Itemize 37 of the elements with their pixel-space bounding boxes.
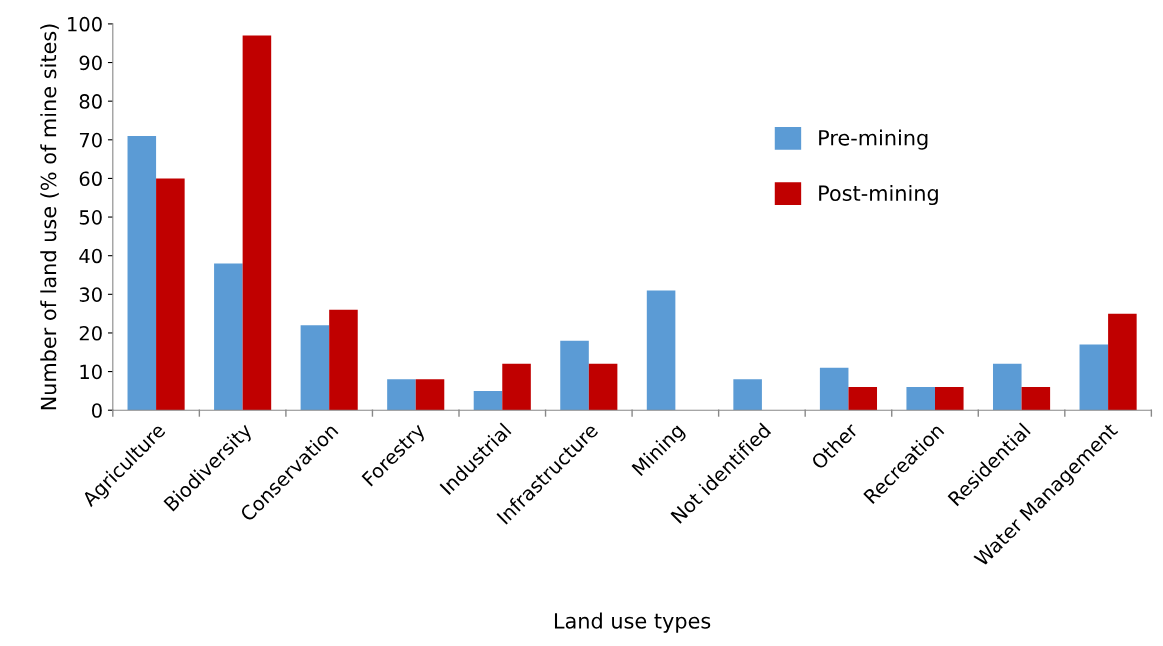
bar <box>502 363 531 411</box>
bar <box>242 35 272 411</box>
y-tick-label: 30 <box>79 287 102 302</box>
bar <box>819 367 849 411</box>
y-tick-label: 50 <box>79 210 102 225</box>
bar <box>1021 387 1051 411</box>
y-tick-label: 90 <box>79 55 102 71</box>
y-tick-label: 20 <box>79 325 102 341</box>
bar <box>906 387 935 411</box>
y-tick-label: 40 <box>79 248 102 264</box>
bar <box>415 379 445 411</box>
bar <box>1079 344 1109 411</box>
y-tick-label: 70 <box>79 132 102 148</box>
bar <box>560 340 589 411</box>
bar <box>329 309 358 411</box>
y-tick-label: 0 <box>92 403 102 418</box>
legend-label: Pre-mining <box>819 129 928 150</box>
bar <box>992 363 1022 411</box>
bar <box>127 135 157 411</box>
bar <box>1108 313 1137 411</box>
bar <box>646 290 676 411</box>
y-tick-label: 60 <box>79 171 102 187</box>
y-tick-label: 10 <box>80 364 102 380</box>
bar <box>473 390 503 411</box>
bar <box>300 325 330 411</box>
bar <box>156 178 185 411</box>
bar <box>387 379 416 411</box>
bar <box>733 379 762 411</box>
x-axis-title: Land use types <box>554 612 711 633</box>
bar <box>848 387 878 411</box>
legend-label: Post-mining <box>819 184 938 206</box>
bar <box>935 387 964 411</box>
y-axis-title: Number of land use (% of mine sites) <box>40 24 59 410</box>
y-tick-label: 100 <box>68 16 102 32</box>
bar <box>588 363 618 411</box>
bar <box>214 263 243 411</box>
y-tick-label: 80 <box>79 94 102 109</box>
